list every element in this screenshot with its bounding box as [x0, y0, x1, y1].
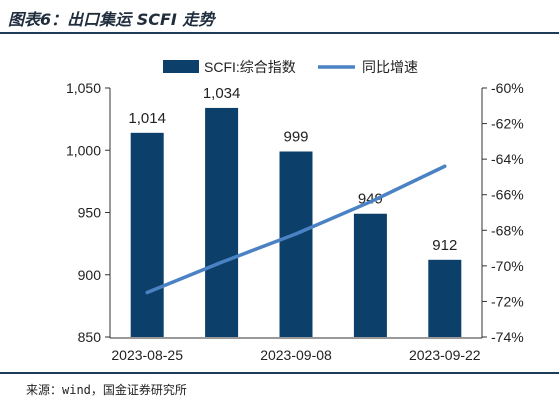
bar — [205, 107, 239, 337]
right-axis-tick-label: -74% — [491, 329, 524, 345]
bar — [130, 132, 164, 337]
right-axis-tick-label: -60% — [491, 80, 524, 96]
left-axis-tick-label: 950 — [78, 205, 102, 221]
source-note: 来源：wind，国金证券研究所 — [26, 383, 187, 397]
source-divider — [0, 372, 559, 374]
right-axis-tick-label: -72% — [491, 293, 524, 309]
x-axis-tick-label: 2023-09-08 — [260, 347, 332, 363]
x-axis-tick-label: 2023-09-22 — [409, 347, 481, 363]
right-axis-tick-label: -70% — [491, 258, 524, 274]
right-axis-tick-label: -62% — [491, 116, 524, 132]
bar — [279, 151, 313, 337]
x-axis-tick-label: 2023-08-25 — [111, 347, 183, 363]
right-axis-tick-label: -64% — [491, 151, 524, 167]
title-divider — [0, 32, 559, 34]
right-axis-tick-label: -68% — [491, 222, 524, 238]
left-axis-tick-label: 1,050 — [66, 80, 101, 96]
right-axis-tick-label: -66% — [491, 187, 524, 203]
chart-title: 图表6：出口集运 SCFI 走势 — [8, 10, 215, 29]
data-label: 1,034 — [203, 85, 241, 102]
legend-bar-swatch — [163, 60, 199, 73]
left-axis-tick-label: 1,000 — [66, 142, 101, 158]
data-label: 999 — [283, 128, 308, 145]
left-axis-tick-label: 850 — [78, 329, 102, 345]
left-axis-tick-label: 900 — [78, 267, 102, 283]
legend-line-label: 同比增速 — [362, 59, 418, 75]
data-label: 1,014 — [128, 110, 166, 127]
legend-bar-label: SCFI:综合指数 — [204, 59, 296, 75]
data-label: 912 — [432, 237, 457, 254]
bar — [428, 259, 462, 337]
bar — [353, 213, 387, 337]
